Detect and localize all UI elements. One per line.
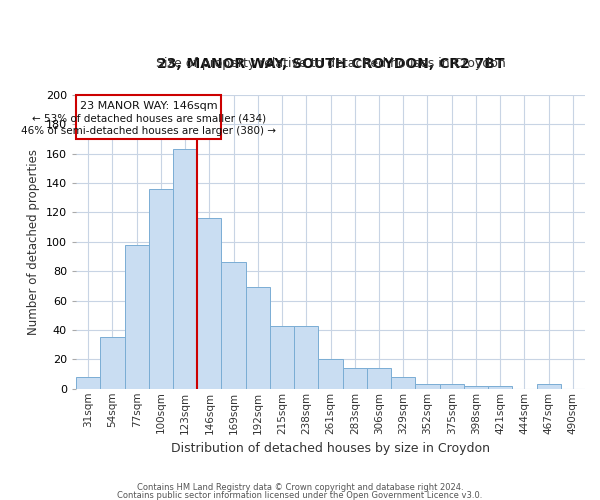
X-axis label: Distribution of detached houses by size in Croydon: Distribution of detached houses by size … (171, 442, 490, 455)
Bar (221, 262, 246, 389)
Bar (415, 384, 440, 389)
Text: Contains public sector information licensed under the Open Government Licence v3: Contains public sector information licen… (118, 490, 482, 500)
Text: 46% of semi-detached houses are larger (380) →: 46% of semi-detached houses are larger (… (21, 126, 276, 136)
Bar (440, 384, 464, 389)
Bar (149, 189, 173, 389)
Bar (270, 326, 294, 389)
Bar (536, 384, 561, 389)
Bar (294, 326, 319, 389)
Bar (125, 244, 149, 389)
Bar (197, 218, 221, 389)
Bar (464, 386, 488, 389)
Bar (343, 368, 367, 389)
Bar (391, 377, 415, 389)
Title: Size of property relative to detached houses in Croydon: Size of property relative to detached ho… (155, 57, 505, 70)
Bar (173, 149, 197, 389)
Bar (246, 288, 270, 389)
Bar (100, 338, 125, 389)
FancyBboxPatch shape (76, 95, 221, 139)
Text: 23, MANOR WAY, SOUTH CROYDON, CR2 7BT: 23, MANOR WAY, SOUTH CROYDON, CR2 7BT (157, 58, 504, 71)
Text: ← 53% of detached houses are smaller (434): ← 53% of detached houses are smaller (43… (32, 114, 266, 124)
Bar (488, 386, 512, 389)
Y-axis label: Number of detached properties: Number of detached properties (28, 149, 40, 335)
Bar (367, 368, 391, 389)
Bar (319, 360, 343, 389)
Text: Contains HM Land Registry data © Crown copyright and database right 2024.: Contains HM Land Registry data © Crown c… (137, 484, 463, 492)
Bar (76, 377, 100, 389)
Text: 23 MANOR WAY: 146sqm: 23 MANOR WAY: 146sqm (80, 100, 218, 110)
